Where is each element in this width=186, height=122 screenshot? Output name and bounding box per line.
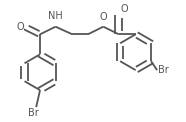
Text: O: O <box>120 4 128 14</box>
Text: O: O <box>100 12 107 22</box>
Text: O: O <box>16 22 24 32</box>
Text: Br: Br <box>28 108 39 118</box>
Text: Br: Br <box>158 65 169 75</box>
Text: NH: NH <box>48 11 63 21</box>
